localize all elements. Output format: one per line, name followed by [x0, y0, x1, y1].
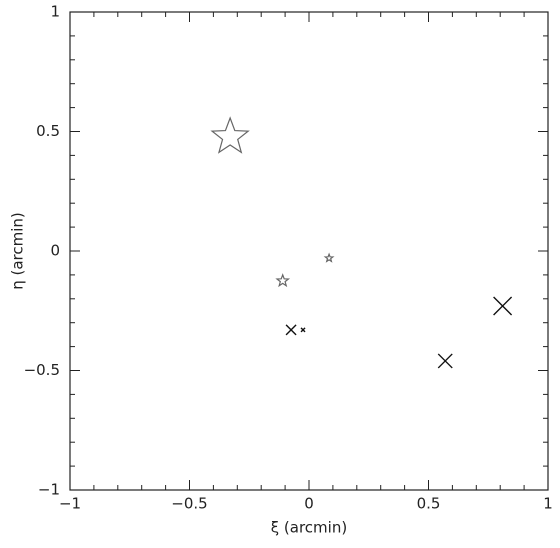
marker-cross: [285, 324, 297, 336]
y-tick-label: 1: [50, 3, 60, 21]
y-tick-label: 0: [50, 242, 60, 260]
x-tick-label: 0.5: [417, 495, 441, 513]
marker-cross: [493, 296, 513, 316]
x-axis-title: ξ (arcmin): [271, 519, 347, 537]
marker-star: [210, 116, 250, 154]
x-tick-label: 1: [543, 495, 553, 513]
marker-star: [275, 273, 291, 288]
x-tick-label: 0: [304, 495, 314, 513]
x-tick-label: −1: [59, 495, 81, 513]
y-tick-label: −0.5: [24, 361, 60, 379]
y-axis-title: η (arcmin): [9, 212, 27, 290]
plot-frame: [69, 11, 549, 491]
marker-cross: [437, 353, 453, 369]
y-tick-label: 0.5: [36, 122, 60, 140]
y-tick-label: −1: [38, 481, 60, 499]
marker-cross: [300, 327, 306, 333]
marker-star: [323, 252, 335, 263]
x-tick-label: −0.5: [171, 495, 207, 513]
